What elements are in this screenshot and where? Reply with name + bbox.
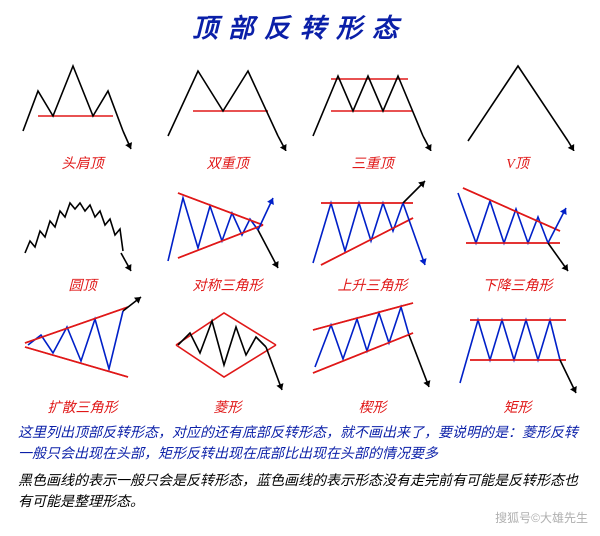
page-title: 顶部反转形态	[0, 8, 600, 45]
pattern-label: 菱形	[214, 397, 242, 417]
pattern-label: V顶	[506, 153, 529, 173]
pattern-double-top: 双重顶	[155, 51, 300, 173]
pattern-label: 楔形	[359, 397, 387, 417]
pattern-label: 对称三角形	[193, 275, 263, 295]
pattern-label: 双重顶	[207, 153, 249, 173]
diagram-container: 顶部反转形态 头肩顶 双重顶 三重顶 V顶圆顶 对称三角形 上升三角形 下降三角形扩散三角形…	[0, 0, 600, 536]
pattern-triple-top: 三重顶	[300, 51, 445, 173]
pattern-sym-triangle: 对称三角形	[155, 173, 300, 295]
pattern-v-top: V顶	[445, 51, 590, 173]
pattern-round-top: 圆顶	[10, 173, 155, 295]
pattern-asc-triangle: 上升三角形	[300, 173, 445, 295]
pattern-rectangle: 矩形	[445, 295, 590, 417]
pattern-wedge: 楔形	[300, 295, 445, 417]
pattern-label: 三重顶	[352, 153, 394, 173]
pattern-desc-triangle: 下降三角形	[445, 173, 590, 295]
pattern-label: 头肩顶	[62, 153, 104, 173]
pattern-label: 上升三角形	[338, 275, 408, 295]
description-blue: 这里列出顶部反转形态，对应的还有底部反转形态，就不画出来了，要说明的是：菱形反转…	[0, 417, 600, 465]
pattern-label: 下降三角形	[483, 275, 553, 295]
watermark: 搜狐号©大雄先生	[0, 509, 600, 526]
description-black: 黑色画线的表示一般只会是反转形态，蓝色画线的表示形态没有走完前有可能是反转形态也…	[0, 465, 600, 513]
pattern-expand-triangle: 扩散三角形	[10, 295, 155, 417]
pattern-label: 扩散三角形	[48, 397, 118, 417]
pattern-head-shoulders: 头肩顶	[10, 51, 155, 173]
pattern-label: 圆顶	[69, 275, 97, 295]
pattern-diamond: 菱形	[155, 295, 300, 417]
pattern-label: 矩形	[504, 397, 532, 417]
pattern-grid: 头肩顶 双重顶 三重顶 V顶圆顶 对称三角形 上升三角形 下降三角形扩散三角形 菱形 楔形 矩形	[0, 51, 600, 417]
